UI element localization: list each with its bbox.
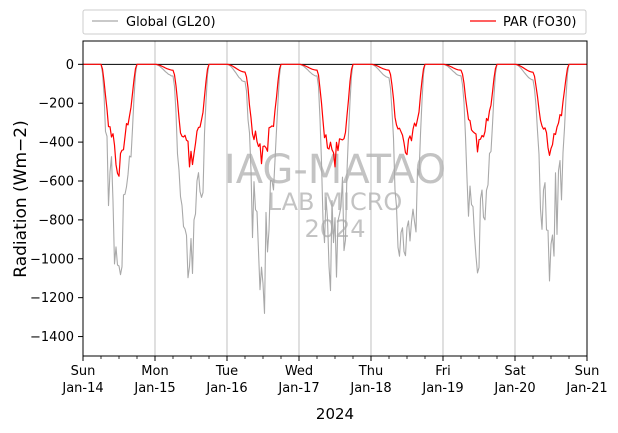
y-axis-title: Radiation (Wm−2) <box>11 120 31 277</box>
y-tick-label: −400 <box>38 136 74 151</box>
x-axis-title: 2024 <box>316 405 354 423</box>
y-tick-label: 0 <box>66 58 74 73</box>
x-tick-label-day: Tue <box>215 364 238 379</box>
legend-label-global: Global (GL20) <box>126 15 216 30</box>
x-gridlines <box>154 41 516 356</box>
x-tick-label-day: Thu <box>358 364 383 379</box>
x-tick-label-date: Jan-20 <box>493 381 535 396</box>
series-layer <box>83 63 587 314</box>
legend-frame <box>82 9 587 35</box>
y-tick-label: −600 <box>38 175 74 190</box>
y-tick-label: −1000 <box>30 252 74 267</box>
legend-label-par: PAR (FO30) <box>503 15 576 30</box>
watermark-line-1: IAG-MATAO <box>224 147 446 193</box>
x-tick-label-date: Jan-16 <box>205 381 247 396</box>
x-tick-label-date: Jan-18 <box>349 381 391 396</box>
x-tick-label-day: Wed <box>285 364 313 379</box>
y-tick-label: −1400 <box>30 330 74 345</box>
y-tick-label: −1200 <box>30 291 74 306</box>
y-tick-label: −200 <box>38 97 74 112</box>
x-tick-label-day: Fri <box>435 364 451 379</box>
x-tick-label-date: Jan-21 <box>565 381 607 396</box>
watermark-line-2: LAB MICRO <box>268 188 403 216</box>
x-axis: Sun Jan-14 Mon Jan-15 Tue Jan-16 Wed Jan-17 Thu J… <box>61 356 608 396</box>
x-tick-label-date: Jan-14 <box>61 381 103 396</box>
y-axis: 0 −200 −400 −600 −800 −1000 −1200 −1400 <box>30 58 83 345</box>
legend: Global (GL20) PAR (FO30) <box>82 9 587 35</box>
x-tick-label-day: Mon <box>141 364 168 379</box>
x-tick-label-day: Sun <box>71 364 96 379</box>
x-tick-label-day: Sat <box>504 364 525 379</box>
x-tick-label-date: Jan-19 <box>421 381 463 396</box>
x-tick-label-day: Sun <box>575 364 600 379</box>
x-tick-label-date: Jan-17 <box>277 381 319 396</box>
series-line-par <box>83 63 587 177</box>
x-tick-label-date: Jan-15 <box>133 381 175 396</box>
y-tick-label: −800 <box>38 213 74 228</box>
